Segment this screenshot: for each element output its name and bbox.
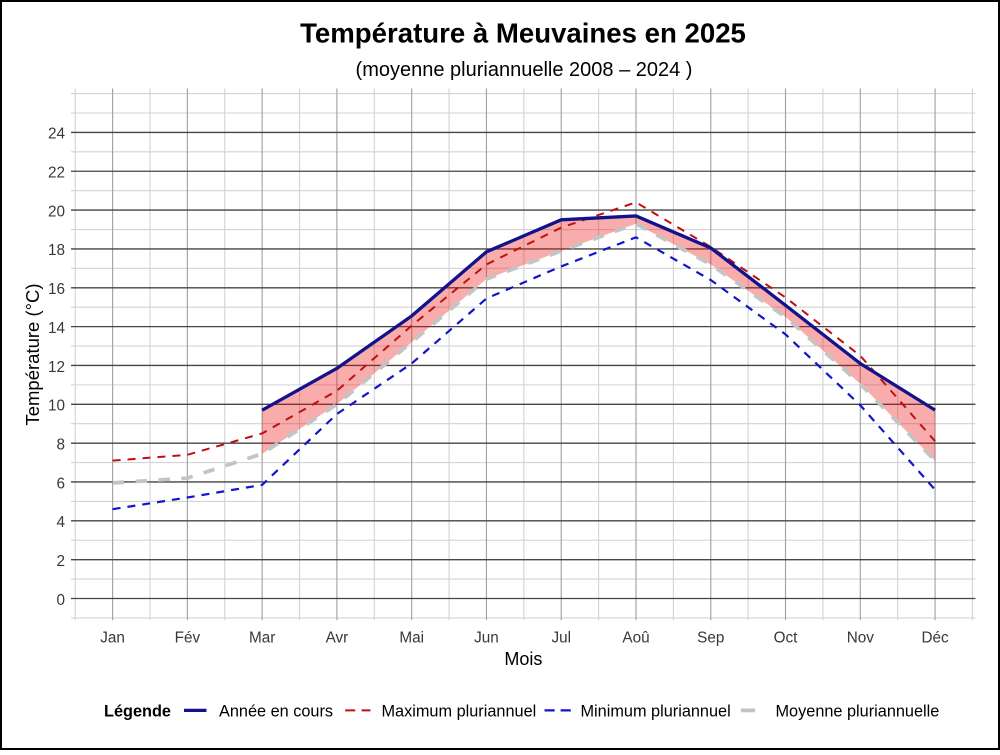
svg-text:8: 8 — [56, 436, 65, 453]
svg-text:Jul: Jul — [551, 630, 571, 647]
svg-text:Fév: Fév — [175, 630, 201, 647]
svg-text:Aoû: Aoû — [622, 630, 649, 647]
svg-text:(moyenne pluriannuelle 2008 –: (moyenne pluriannuelle 2008 – 2024 ) — [356, 59, 693, 81]
svg-text:Oct: Oct — [774, 630, 799, 647]
svg-text:Sep: Sep — [697, 630, 724, 647]
svg-text:Mai: Mai — [399, 630, 424, 647]
svg-text:Minimum pluriannuel: Minimum pluriannuel — [581, 702, 731, 720]
svg-text:Jan: Jan — [100, 630, 125, 647]
svg-text:Moyenne pluriannuelle: Moyenne pluriannuelle — [776, 702, 940, 720]
svg-text:14: 14 — [48, 320, 66, 337]
svg-text:Mar: Mar — [249, 630, 275, 647]
svg-text:12: 12 — [48, 359, 65, 376]
svg-text:Légende: Légende — [104, 702, 171, 720]
svg-text:10: 10 — [48, 398, 65, 415]
svg-text:2: 2 — [56, 553, 65, 570]
svg-text:Nov: Nov — [847, 630, 875, 647]
svg-text:Maximum pluriannuel: Maximum pluriannuel — [382, 702, 537, 720]
svg-text:18: 18 — [48, 242, 65, 259]
svg-text:Mois: Mois — [504, 649, 542, 669]
svg-text:Avr: Avr — [326, 630, 349, 647]
svg-text:4: 4 — [56, 514, 65, 531]
svg-text:Température à Meuvaines en 202: Température à Meuvaines en 2025 — [300, 18, 746, 49]
svg-text:Déc: Déc — [921, 630, 949, 647]
svg-text:24: 24 — [48, 126, 66, 143]
svg-text:6: 6 — [56, 475, 65, 492]
svg-text:16: 16 — [48, 281, 65, 298]
svg-text:Température (°C): Température (°C) — [22, 283, 43, 425]
svg-text:Jun: Jun — [474, 630, 499, 647]
svg-text:0: 0 — [56, 592, 65, 609]
svg-text:Année en cours: Année en cours — [219, 702, 333, 720]
svg-text:20: 20 — [48, 203, 65, 220]
svg-text:22: 22 — [48, 165, 65, 182]
